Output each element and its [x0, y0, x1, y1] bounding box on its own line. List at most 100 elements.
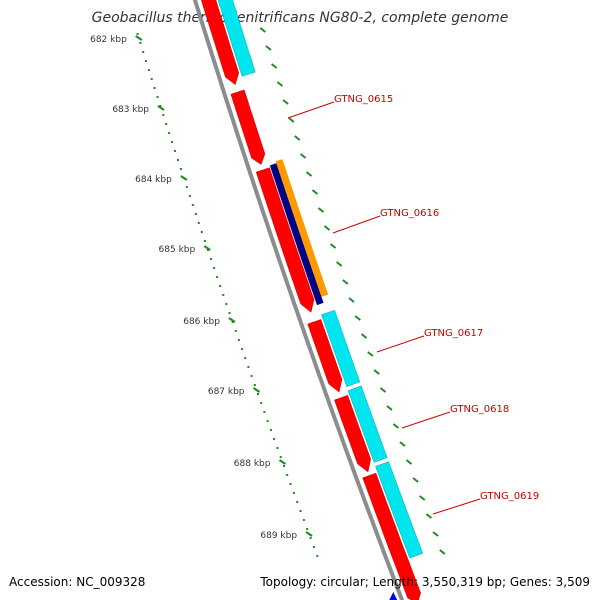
outer-tick: [425, 513, 432, 519]
accession-text: Accession: NC_009328: [9, 575, 146, 589]
scale-label: 682 kbp: [90, 35, 127, 45]
scale-dot: [213, 267, 215, 269]
genome-backbone: [192, 0, 405, 600]
outer-tick: [367, 351, 374, 357]
outer-tick: [405, 459, 413, 465]
outer-tick: [399, 441, 406, 447]
scale-tick: [180, 175, 188, 181]
scale-dot: [225, 303, 228, 305]
scale-dot: [316, 555, 319, 557]
scale-dot: [147, 69, 150, 71]
outer-tick: [317, 207, 325, 213]
scale-label: 685 kbp: [159, 245, 196, 255]
outer-tick: [288, 117, 295, 123]
outer-tick: [311, 189, 319, 195]
scale-tick: [278, 459, 287, 465]
scale-dot: [292, 492, 295, 494]
label-leader-line: [332, 215, 381, 234]
scale-dot: [150, 78, 153, 80]
scale-dot: [219, 285, 222, 287]
outer-tick: [354, 315, 361, 321]
scale-dot: [269, 429, 272, 431]
label-leader-line: [376, 335, 425, 353]
gene-label: GTNG_0619: [480, 491, 539, 502]
outer-tick: [373, 369, 380, 375]
scale-dot: [210, 258, 212, 260]
forward-gene-3: [255, 167, 315, 313]
scale-dot: [241, 348, 244, 350]
scale-dot: [257, 393, 259, 395]
scale-dot: [247, 366, 250, 368]
scale-labels: 682 kbp 683 kbp 684 kbp 685 kbp 686 kbp 687 k…: [90, 35, 297, 541]
label-leader-line: [432, 498, 481, 515]
scale-dot: [244, 357, 247, 359]
forward-gene-6: [362, 472, 421, 600]
scale-dot: [159, 105, 162, 107]
scale-dot: [289, 483, 292, 485]
outer-tick: [276, 81, 283, 87]
scale-dot: [203, 240, 206, 242]
orange-gene: [275, 159, 329, 297]
outer-tick: [386, 405, 393, 411]
scale-dot: [309, 537, 312, 539]
direction-arrow: [389, 592, 398, 600]
scale-dot: [197, 222, 200, 224]
outer-tick: [432, 531, 439, 537]
scale-dot: [179, 168, 182, 170]
scale-tick: [157, 105, 165, 111]
scale-dot: [306, 528, 309, 530]
scale-dot: [142, 51, 145, 53]
reverse-gene-3: [347, 385, 388, 463]
scale-dot: [185, 186, 188, 188]
scale-label: 684 kbp: [135, 175, 172, 185]
gene-features: [201, 0, 424, 600]
outer-tick: [270, 63, 278, 69]
scale-label: 683 kbp: [112, 105, 149, 115]
scale-label: 686 kbp: [183, 317, 220, 327]
reverse-gene-1: [217, 0, 256, 77]
outer-tick: [282, 99, 289, 105]
forward-gene-2: [230, 89, 266, 165]
scale-dot: [171, 141, 173, 143]
outer-tick: [360, 333, 368, 339]
gene-labels: GTNG_0615 GTNG_0616 GTNG_0617 GTNG_0618 GTNG…: [287, 94, 539, 515]
scale-dot: [302, 519, 305, 521]
scale-dot: [174, 150, 176, 152]
outer-tick: [323, 225, 331, 231]
scale-tick: [305, 531, 313, 537]
forward-gene-1: [201, 0, 240, 86]
scale-dot: [234, 330, 237, 332]
label-leader-line: [287, 101, 335, 119]
outer-tick: [299, 153, 307, 159]
scale-dot: [260, 402, 263, 404]
scale-dot: [237, 339, 240, 341]
scale-dot: [191, 204, 194, 206]
forward-gene-4: [307, 319, 343, 393]
scale-dot: [200, 231, 203, 233]
scale-dot: [136, 33, 139, 35]
scale-dot: [216, 276, 219, 278]
scale-dot: [168, 132, 171, 134]
scale-dot: [279, 456, 282, 458]
scale-dot: [145, 60, 147, 62]
outer-tick: [336, 261, 343, 267]
scale-tick: [203, 245, 211, 251]
scale-dot: [222, 294, 225, 296]
outer-tick: [305, 171, 313, 177]
scale-dot: [231, 321, 234, 323]
backbone-line: [192, 0, 405, 600]
scale-dot: [139, 42, 142, 44]
scale-label: 687 kbp: [208, 387, 245, 397]
scale-dot: [299, 510, 302, 512]
scale-dot: [250, 375, 253, 377]
scale-dot: [153, 87, 156, 89]
scale-dot: [165, 123, 168, 125]
scale-label: 689 kbp: [260, 531, 297, 541]
scale-label: 688 kbp: [234, 459, 271, 469]
scale-dot: [286, 474, 289, 476]
topology-text: Topology: circular; Length: 3,550,319 bp…: [260, 575, 590, 589]
gene-label: GTNG_0617: [424, 328, 483, 339]
scale-tick: [252, 387, 261, 393]
scale-tick: [228, 317, 236, 323]
outer-tick: [329, 243, 337, 249]
